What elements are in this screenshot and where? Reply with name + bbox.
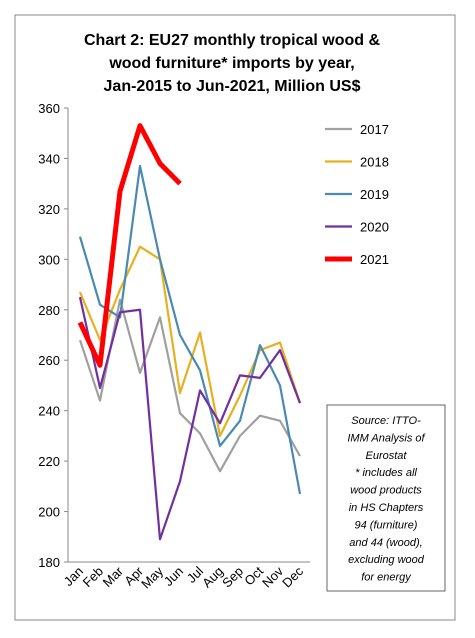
x-tick-label: Jun bbox=[161, 564, 186, 589]
legend-label: 2018 bbox=[360, 155, 389, 170]
y-tick-label: 280 bbox=[38, 303, 60, 318]
y-tick-label: 260 bbox=[38, 353, 60, 368]
annotation: IMM Analysis of bbox=[347, 432, 425, 444]
annotation: Eurostat bbox=[366, 450, 408, 462]
legend-label: 2017 bbox=[360, 122, 389, 137]
chart-title: Jan-2015 to Jun-2021, Million US$ bbox=[104, 78, 361, 95]
chart-title: Chart 2: EU27 monthly tropical wood & bbox=[84, 32, 380, 49]
legend-label: 2020 bbox=[360, 220, 389, 235]
series-line bbox=[78, 164, 302, 495]
series-line bbox=[78, 296, 302, 541]
chart-title: wood furniture* imports by year, bbox=[108, 55, 354, 72]
legend-label: 2021 bbox=[360, 252, 389, 267]
series-line bbox=[78, 298, 301, 473]
y-tick-label: 220 bbox=[38, 454, 60, 469]
annotation: 94 (furniture) bbox=[355, 519, 418, 531]
annotation: in HS Chapters bbox=[349, 502, 424, 514]
annotation-box bbox=[326, 404, 446, 592]
legend-label: 2019 bbox=[360, 187, 389, 202]
annotation: and 44 (wood), bbox=[349, 537, 422, 549]
annotation: * includes all bbox=[355, 467, 417, 479]
y-tick-label: 180 bbox=[38, 555, 60, 570]
y-tick-label: 340 bbox=[38, 151, 60, 166]
annotation: excluding wood bbox=[348, 554, 425, 566]
series-line bbox=[78, 245, 302, 437]
y-tick-label: 200 bbox=[38, 505, 60, 520]
x-tick-label: Dec bbox=[279, 563, 306, 590]
y-tick-label: 240 bbox=[38, 404, 60, 419]
y-tick-label: 360 bbox=[38, 101, 60, 116]
y-tick-label: 300 bbox=[38, 252, 60, 267]
annotation: wood products bbox=[350, 485, 422, 497]
series-line bbox=[77, 123, 182, 368]
annotation: for energy bbox=[361, 572, 412, 584]
y-tick-label: 320 bbox=[38, 202, 60, 217]
annotation: Source: ITTO- bbox=[351, 415, 421, 427]
chart-border bbox=[14, 14, 456, 621]
